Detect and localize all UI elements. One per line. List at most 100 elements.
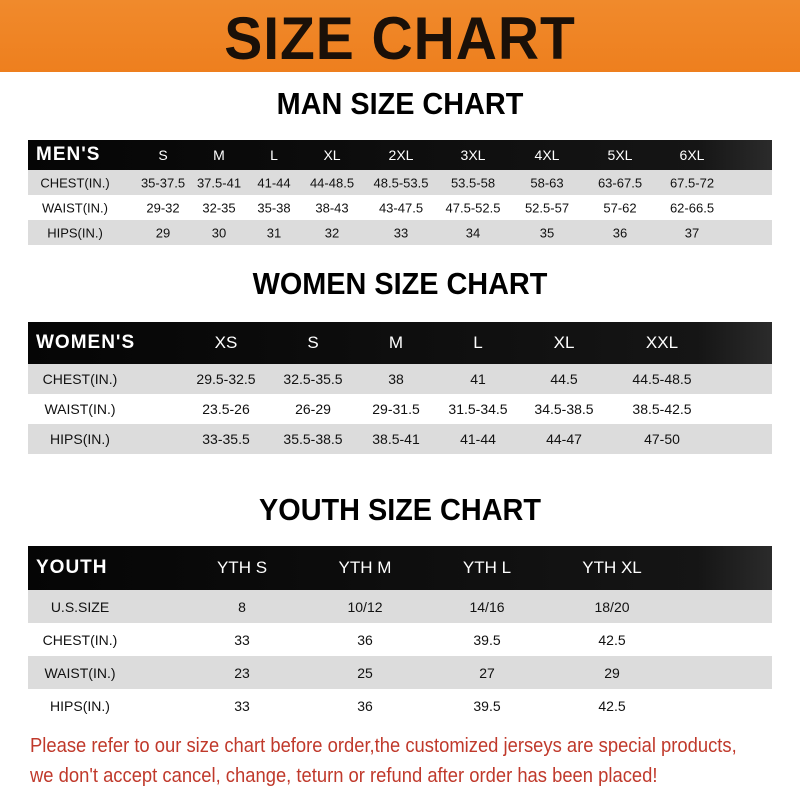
row-label: CHEST(IN.) [42, 631, 118, 648]
row-label: CHEST(IN.) [42, 371, 118, 387]
table-cell: 37.5-41 [196, 175, 242, 190]
table-header-row: YOUTH YTH S YTH M YTH L YTH XL [28, 546, 772, 590]
table-cell: 35.5-38.5 [283, 431, 343, 447]
table-cell: 47.5-52.5 [445, 200, 501, 215]
table-row: WAIST(IN.) 23 25 27 29 [28, 656, 772, 689]
table-row: CHEST(IN.) 33 36 39.5 42.5 [28, 623, 772, 656]
table-cell: 58-63 [530, 175, 564, 190]
table-cell: 23.5-26 [202, 401, 250, 417]
table-cell: 35 [539, 225, 555, 240]
row-label: HIPS(IN.) [47, 225, 103, 240]
table-cell: 38.5-41 [372, 431, 420, 447]
table-cell: S [158, 147, 168, 163]
table-cell: 41 [470, 371, 486, 387]
row-label: MEN'S [36, 144, 101, 165]
table-header-row: MEN'S S M L XL 2XL 3XL 4XL 5XL 6XL [28, 140, 772, 170]
table-cell: 63-67.5 [597, 175, 643, 190]
row-label: WAIST(IN.) [44, 401, 116, 417]
table-cell: 42.5 [598, 631, 626, 648]
table-cell: 10/12 [347, 598, 383, 615]
table-cell: 29 [155, 225, 171, 240]
policy-note-line-2: we don't accept cancel, change, teturn o… [30, 765, 658, 787]
table-cell: 27 [479, 664, 495, 681]
youth-size-table: YOUTH YTH S YTH M YTH L YTH XL U.S.SIZE 8 10/12… [28, 546, 772, 722]
table-cell: XL [553, 333, 575, 352]
table-cell: 29-31.5 [372, 401, 420, 417]
youth-section-title: YOUTH SIZE CHART [259, 492, 541, 527]
table-cell: M [388, 333, 404, 352]
women-size-table: WOMEN'S XS S M L XL XXL CHEST(IN.) 29.5-32.5 32.5… [28, 322, 772, 454]
table-cell: 2XL [388, 147, 414, 163]
table-cell: L [270, 147, 278, 163]
table-cell: 44.5-48.5 [632, 371, 692, 387]
table-cell: 18/20 [594, 598, 630, 615]
table-cell: YTH M [338, 558, 392, 577]
table-row: HIPS(IN.) 29 30 31 32 33 34 35 36 37 [28, 220, 772, 245]
table-cell: 6XL [679, 147, 705, 163]
table-cell: 3XL [460, 147, 486, 163]
table-cell: XXL [645, 333, 679, 352]
table-cell: YTH L [462, 558, 512, 577]
table-cell: YTH S [216, 558, 268, 577]
table-cell: 44-48.5 [309, 175, 355, 190]
table-cell: 29.5-32.5 [196, 371, 256, 387]
table-cell: 29 [604, 664, 620, 681]
table-cell: 39.5 [473, 631, 501, 648]
table-row: HIPS(IN.) 33-35.5 35.5-38.5 38.5-41 41-44 44-… [28, 424, 772, 454]
table-row: CHEST(IN.) 29.5-32.5 32.5-35.5 38 41 44.5 44.5… [28, 364, 772, 394]
table-cell: 37 [684, 225, 700, 240]
row-label: YOUTH [36, 557, 108, 578]
table-cell: 23 [234, 664, 250, 681]
row-label: WAIST(IN.) [44, 664, 116, 681]
women-section-title: WOMEN SIZE CHART [252, 266, 548, 301]
table-cell: 25 [357, 664, 373, 681]
table-cell: YTH XL [582, 558, 642, 577]
table-cell: 30 [211, 225, 227, 240]
table-row: HIPS(IN.) 33 36 39.5 42.5 [28, 689, 772, 722]
table-cell: S [307, 333, 319, 352]
table-cell: 38 [388, 371, 404, 387]
table-cell: 5XL [607, 147, 633, 163]
table-row: WAIST(IN.) 23.5-26 26-29 29-31.5 31.5-34.5 34… [28, 394, 772, 424]
table-cell: 34.5-38.5 [534, 401, 594, 417]
row-label: HIPS(IN.) [50, 697, 110, 714]
table-cell: 43-47.5 [378, 200, 424, 215]
table-cell: 35-38 [257, 200, 291, 215]
table-cell: 44.5 [550, 371, 578, 387]
table-cell: 62-66.5 [669, 200, 715, 215]
banner-title: SIZE CHART [224, 5, 576, 72]
table-row: U.S.SIZE 8 10/12 14/16 18/20 [28, 590, 772, 623]
table-cell: M [213, 147, 225, 163]
row-label: HIPS(IN.) [50, 431, 110, 447]
table-cell: XL [323, 147, 341, 163]
table-cell: 31 [266, 225, 282, 240]
row-label: WOMEN'S [36, 332, 136, 353]
table-cell: 8 [238, 598, 246, 615]
row-label: WAIST(IN.) [42, 200, 108, 215]
table-cell: 42.5 [598, 697, 626, 714]
table-cell: 33 [393, 225, 409, 240]
table-cell: 36 [357, 631, 373, 648]
table-cell: 48.5-53.5 [373, 175, 429, 190]
table-header-row: WOMEN'S XS S M L XL XXL [28, 322, 772, 364]
table-cell: 35-37.5 [140, 175, 186, 190]
table-cell: 32.5-35.5 [283, 371, 343, 387]
table-cell: 31.5-34.5 [448, 401, 508, 417]
table-cell: 53.5-58 [450, 175, 496, 190]
men-section-title: MAN SIZE CHART [276, 86, 524, 121]
table-cell: 67.5-72 [669, 175, 715, 190]
table-row: CHEST(IN.) 35-37.5 37.5-41 41-44 44-48.5 48.5… [28, 170, 772, 195]
table-cell: L [473, 333, 483, 352]
table-cell: 26-29 [295, 401, 331, 417]
table-cell: 36 [357, 697, 373, 714]
title-banner: SIZE CHART [0, 0, 800, 72]
table-cell: XS [214, 333, 238, 352]
table-cell: 44-47 [546, 431, 582, 447]
table-cell: 36 [612, 225, 628, 240]
table-cell: 57-62 [603, 200, 637, 215]
table-cell: 52.5-57 [524, 200, 570, 215]
policy-note-line-1: Please refer to our size chart before or… [30, 735, 737, 757]
table-cell: 33 [234, 631, 250, 648]
table-cell: 39.5 [473, 697, 501, 714]
table-cell: 38-43 [315, 200, 349, 215]
